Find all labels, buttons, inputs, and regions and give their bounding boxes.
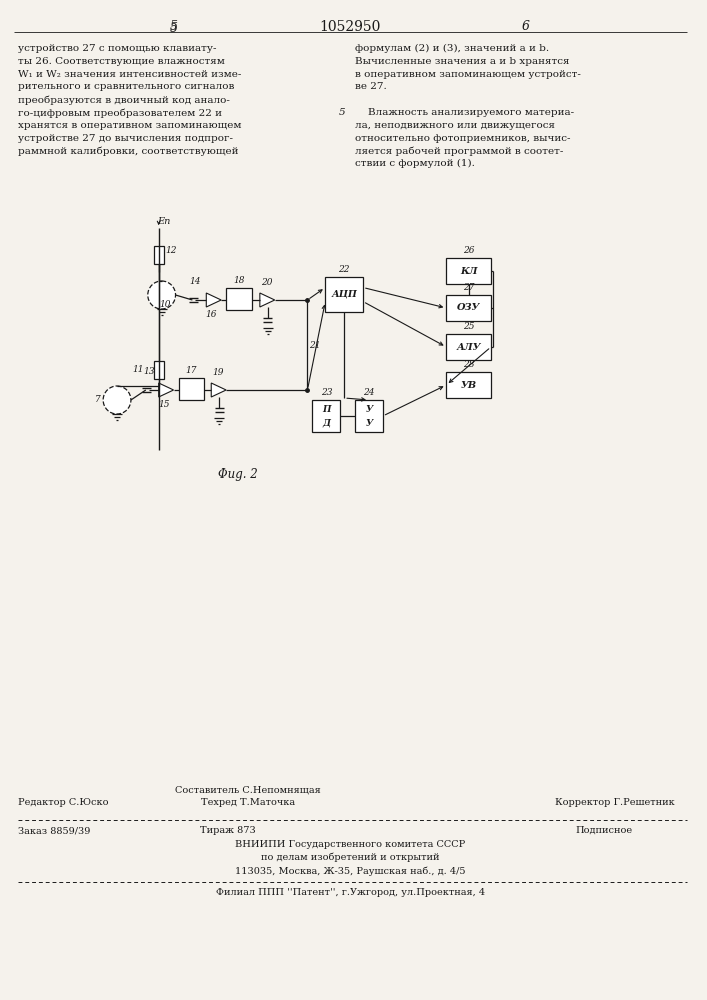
- Bar: [178, 378, 204, 400]
- Text: У: У: [366, 404, 373, 414]
- Text: преобразуются в двоичный код анало-: преобразуются в двоичный код анало-: [18, 95, 230, 105]
- Text: ве 27.: ве 27.: [355, 82, 390, 91]
- Text: 5: 5: [339, 108, 345, 117]
- Text: относительно фотоприемников, вычис-: относительно фотоприемников, вычис-: [355, 134, 571, 143]
- Text: ствии с формулой (1).: ствии с формулой (1).: [355, 159, 475, 168]
- Text: 19: 19: [212, 368, 224, 377]
- Polygon shape: [211, 383, 226, 397]
- Text: W₁ и W₂ значения интенсивностей изме-: W₁ и W₂ значения интенсивностей изме-: [18, 70, 241, 79]
- Text: КЛ: КЛ: [460, 266, 477, 275]
- Polygon shape: [158, 383, 173, 397]
- Text: 113035, Москва, Ж-35, Раушская наб., д. 4/5: 113035, Москва, Ж-35, Раушская наб., д. …: [235, 866, 465, 876]
- Text: 5: 5: [170, 22, 177, 35]
- Text: ты 26. Соответствующие влажностям: ты 26. Соответствующие влажностям: [18, 57, 225, 66]
- Text: формулам (2) и (3), значений a и b.: формулам (2) и (3), значений a и b.: [355, 44, 549, 53]
- Bar: [312, 400, 340, 432]
- Text: устройство 27 с помощью клавиату-: устройство 27 с помощью клавиату-: [18, 44, 216, 53]
- Text: Φug. 2: Φug. 2: [218, 468, 258, 481]
- Text: ОЗУ: ОЗУ: [457, 304, 480, 312]
- Text: УВ: УВ: [460, 380, 477, 389]
- Circle shape: [103, 386, 131, 414]
- Text: 11: 11: [132, 365, 144, 374]
- Text: У: У: [366, 418, 373, 428]
- Text: 20: 20: [261, 278, 272, 287]
- Text: ла, неподвижного или движущегося: ла, неподвижного или движущегося: [355, 121, 555, 130]
- Text: Подписное: Подписное: [575, 826, 632, 835]
- Text: 18: 18: [233, 276, 245, 285]
- Text: Составитель С.Непомнящая: Составитель С.Непомнящая: [175, 785, 321, 794]
- Text: Заказ 8859/39: Заказ 8859/39: [18, 826, 90, 835]
- Text: 13: 13: [143, 367, 155, 376]
- Text: устройстве 27 до вычисления подпрог-: устройстве 27 до вычисления подпрог-: [18, 134, 233, 143]
- Text: 12: 12: [165, 246, 177, 255]
- Text: 23: 23: [320, 388, 332, 397]
- Bar: [226, 288, 252, 310]
- Text: ВНИИПИ Государственного комитета СССР: ВНИИПИ Государственного комитета СССР: [235, 840, 465, 849]
- Text: Филиал ППП ''Патент'', г.Ужгород, ул.Проектная, 4: Филиал ППП ''Патент'', г.Ужгород, ул.Про…: [216, 888, 485, 897]
- Polygon shape: [260, 293, 275, 307]
- Polygon shape: [206, 293, 221, 307]
- Text: го-цифровым преобразователем 22 и: го-цифровым преобразователем 22 и: [18, 108, 222, 117]
- Text: Eп: Eп: [157, 217, 170, 226]
- Text: Техред Т.Маточка: Техред Т.Маточка: [201, 798, 295, 807]
- Text: 26: 26: [463, 246, 474, 255]
- Bar: [446, 258, 491, 284]
- Text: рительного и сравнительного сигналов: рительного и сравнительного сигналов: [18, 82, 234, 91]
- Text: 16: 16: [206, 310, 217, 319]
- Text: хранятся в оперативном запоминающем: хранятся в оперативном запоминающем: [18, 121, 241, 130]
- Bar: [446, 334, 491, 360]
- Bar: [446, 372, 491, 398]
- Text: 10: 10: [160, 300, 171, 309]
- Text: АЛУ: АЛУ: [456, 342, 481, 352]
- Text: 22: 22: [339, 265, 350, 274]
- Text: 5: 5: [170, 20, 177, 33]
- Text: Корректор Г.Решетник: Корректор Г.Решетник: [556, 798, 675, 807]
- Text: 15: 15: [158, 400, 170, 409]
- Text: 7: 7: [95, 395, 101, 404]
- Text: АЦП: АЦП: [331, 290, 357, 299]
- Text: 24: 24: [363, 388, 375, 397]
- Text: Редактор С.Юско: Редактор С.Юско: [18, 798, 108, 807]
- Text: Тираж 873: Тираж 873: [200, 826, 256, 835]
- Text: 1052950: 1052950: [320, 20, 381, 34]
- Text: Вычисленные значения a и b хранятся: Вычисленные значения a и b хранятся: [355, 57, 570, 66]
- Text: 25: 25: [463, 322, 474, 331]
- Bar: [446, 295, 491, 321]
- Text: по делам изобретений и открытий: по делам изобретений и открытий: [261, 853, 439, 862]
- Text: Влажность анализируемого материа-: Влажность анализируемого материа-: [355, 108, 574, 117]
- Text: Д: Д: [322, 418, 330, 428]
- Text: ляется рабочей программой в соотет-: ляется рабочей программой в соотет-: [355, 146, 563, 156]
- Bar: [153, 361, 163, 379]
- Text: П: П: [322, 404, 331, 414]
- Text: 14: 14: [189, 277, 201, 286]
- Text: 6: 6: [522, 20, 530, 33]
- Text: раммной калибровки, соответствующей: раммной калибровки, соответствующей: [18, 146, 238, 156]
- Text: 21: 21: [310, 340, 321, 350]
- Text: 27: 27: [463, 283, 474, 292]
- Circle shape: [148, 281, 175, 309]
- Text: в оперативном запоминающем устройст-: в оперативном запоминающем устройст-: [355, 70, 581, 79]
- Bar: [355, 400, 382, 432]
- Bar: [325, 277, 363, 312]
- Text: 17: 17: [186, 366, 197, 375]
- Text: 28: 28: [463, 360, 474, 369]
- Bar: [153, 246, 163, 264]
